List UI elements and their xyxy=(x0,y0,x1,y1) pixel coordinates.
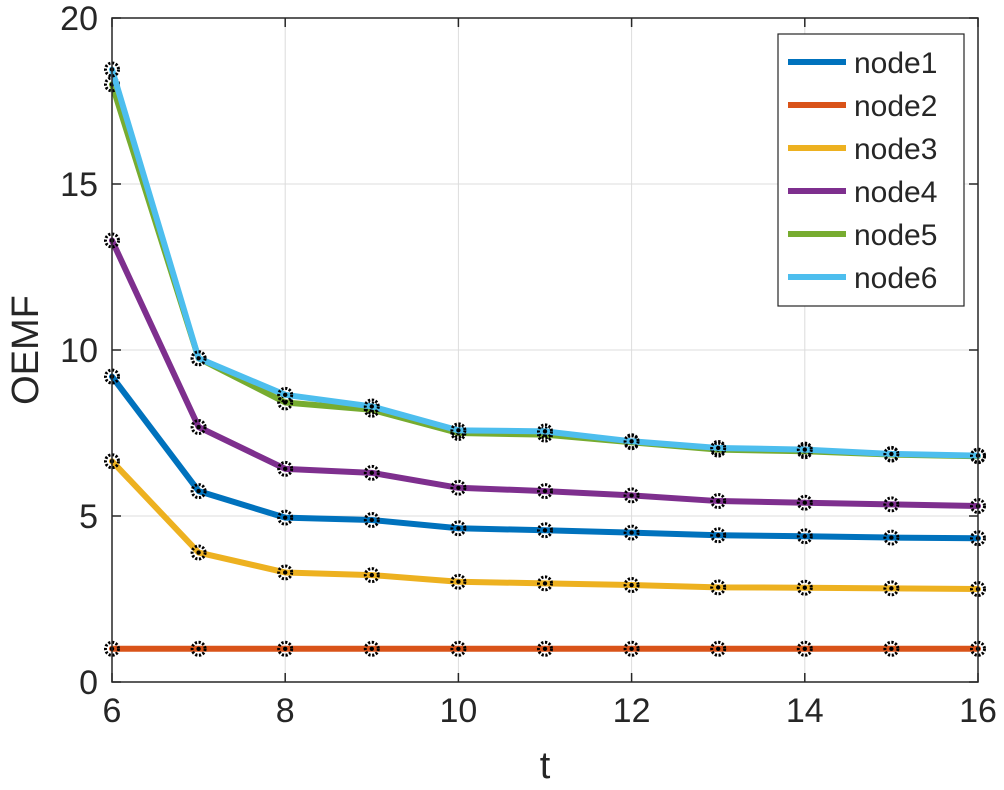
data-point xyxy=(710,493,727,510)
legend-box xyxy=(777,33,965,307)
data-point xyxy=(623,487,640,504)
x-tick-label: 16 xyxy=(959,692,997,730)
series-node4 xyxy=(104,232,986,515)
y-tick-label: 0 xyxy=(79,664,98,702)
data-point xyxy=(277,564,294,581)
data-point xyxy=(796,640,813,657)
data-point xyxy=(623,577,640,594)
legend-item-node4: node4 xyxy=(788,176,937,209)
data-point xyxy=(883,640,900,657)
series-node2 xyxy=(104,640,986,657)
data-point xyxy=(796,494,813,511)
data-point xyxy=(710,640,727,657)
data-point xyxy=(277,386,294,403)
data-point xyxy=(796,579,813,596)
series-node1 xyxy=(104,368,986,547)
data-point xyxy=(883,496,900,513)
x-axis-ticks: 6 8 10 12 14 16 xyxy=(103,18,997,730)
data-point xyxy=(537,423,553,440)
legend-item-node1: node1 xyxy=(788,47,937,80)
data-point xyxy=(450,640,467,657)
x-tick-label: 10 xyxy=(439,692,477,730)
y-tick-label: 5 xyxy=(79,498,98,536)
data-point xyxy=(710,439,727,456)
legend-item-node3: node3 xyxy=(788,133,937,166)
data-point xyxy=(363,511,380,528)
y-axis-label: OEMF xyxy=(5,295,47,405)
series-layer xyxy=(104,61,986,657)
legend: node1 node2 node3 node4 node5 node6 xyxy=(777,33,965,307)
data-point xyxy=(190,483,207,500)
legend-label: node3 xyxy=(854,133,937,166)
y-tick-label: 20 xyxy=(60,0,98,38)
data-point xyxy=(623,640,640,657)
data-point xyxy=(190,640,207,657)
data-point xyxy=(710,579,727,596)
legend-label: node2 xyxy=(854,90,937,123)
data-point xyxy=(450,479,467,496)
data-point xyxy=(883,445,900,462)
data-point xyxy=(883,529,900,546)
series-node6 xyxy=(104,61,986,464)
y-tick-label: 15 xyxy=(60,166,98,204)
data-point xyxy=(537,575,553,592)
data-point xyxy=(796,528,813,545)
data-point xyxy=(277,640,294,657)
data-point xyxy=(277,509,294,526)
data-point xyxy=(623,433,640,450)
data-point xyxy=(363,567,380,584)
data-point xyxy=(363,640,380,657)
data-point xyxy=(883,580,900,597)
data-point xyxy=(623,524,640,541)
legend-label: node6 xyxy=(854,262,937,295)
x-tick-label: 14 xyxy=(786,692,824,730)
legend-item-node5: node5 xyxy=(788,219,937,252)
data-point xyxy=(450,422,467,439)
data-point xyxy=(450,520,467,537)
y-axis-ticks: 0 5 10 15 20 xyxy=(60,0,978,702)
x-axis-label: t xyxy=(540,745,551,787)
legend-label: node4 xyxy=(854,176,937,209)
x-tick-label: 12 xyxy=(613,692,651,730)
legend-item-node6: node6 xyxy=(788,262,937,295)
x-tick-label: 6 xyxy=(103,692,122,730)
data-point xyxy=(537,483,553,500)
data-point xyxy=(537,640,553,657)
legend-label: node5 xyxy=(854,219,937,252)
data-point xyxy=(363,464,380,481)
data-point xyxy=(190,544,207,561)
legend-label: node1 xyxy=(854,47,937,80)
data-point xyxy=(537,522,553,539)
data-point xyxy=(277,460,294,477)
data-point xyxy=(710,527,727,544)
data-point xyxy=(190,350,207,367)
data-point xyxy=(190,419,207,436)
series-node3 xyxy=(104,453,986,598)
data-point xyxy=(363,398,380,415)
data-point xyxy=(796,441,813,458)
x-tick-label: 8 xyxy=(276,692,295,730)
legend-item-node2: node2 xyxy=(788,90,937,123)
y-tick-label: 10 xyxy=(60,332,98,370)
data-point xyxy=(450,573,467,590)
